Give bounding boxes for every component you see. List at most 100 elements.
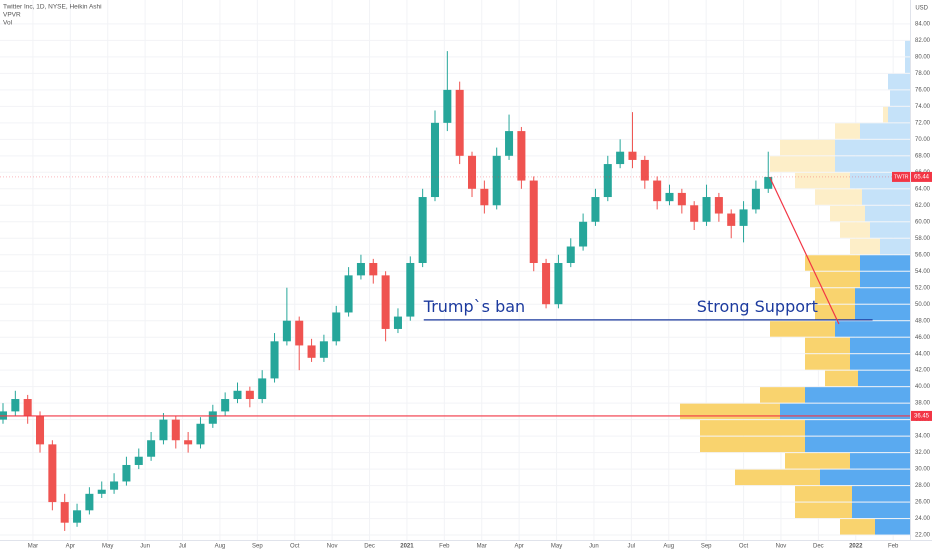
candle-body — [739, 209, 748, 226]
volume-profile — [680, 40, 910, 535]
candle-body — [60, 502, 69, 523]
profile-down-bar — [815, 189, 862, 205]
profile-down-bar — [795, 486, 852, 502]
candle-body — [566, 246, 575, 263]
profile-up-bar — [820, 469, 910, 486]
profile-up-bar — [805, 420, 910, 436]
candle-body — [517, 131, 526, 181]
x-tick-label: Mar — [477, 544, 487, 550]
profile-down-bar — [883, 106, 888, 123]
x-tick-label: May — [102, 544, 113, 550]
candle-body — [134, 456, 143, 465]
candle-body — [480, 188, 489, 206]
candle-body — [690, 205, 699, 222]
candle-body — [430, 122, 440, 198]
profile-up-bar — [805, 436, 910, 453]
profile-up-bar — [855, 304, 910, 321]
y-tick-label: 30.00 — [915, 467, 931, 473]
profile-down-bar — [825, 370, 858, 387]
profile-down-bar — [815, 304, 855, 321]
candle-body — [455, 89, 464, 156]
x-tick-label: Aug — [215, 544, 226, 550]
y-tick-label: 78.00 — [915, 71, 931, 77]
candle-body — [332, 312, 341, 342]
level-label: 36.45 — [914, 414, 930, 420]
y-tick-label: 60.00 — [915, 219, 931, 225]
y-tick-label: 46.00 — [915, 335, 931, 341]
profile-up-bar — [835, 321, 910, 337]
y-tick-label: 76.00 — [915, 87, 931, 93]
profile-up-bar — [865, 205, 910, 222]
candle-body — [97, 489, 106, 494]
symbol-label: TWTR — [894, 174, 909, 180]
annotation: Strong Support — [697, 297, 818, 316]
candle-body — [714, 197, 723, 214]
x-tick-label: Sep — [252, 544, 263, 550]
y-tick-label: 24.00 — [915, 516, 931, 522]
profile-down-bar — [805, 337, 850, 354]
candle-body — [159, 419, 168, 441]
chart-title: Twitter Inc, 1D, NYSE, Heikin Ashi — [3, 4, 102, 11]
y-tick-label: 32.00 — [915, 450, 931, 456]
profile-up-bar — [888, 106, 910, 123]
x-tick-label: Oct — [290, 544, 300, 550]
candle-body — [73, 510, 82, 523]
profile-down-bar — [805, 255, 860, 271]
candle-body — [542, 262, 551, 305]
profile-down-bar — [700, 436, 805, 453]
candle-body — [258, 378, 267, 400]
candle-body — [640, 159, 649, 181]
profile-down-bar — [815, 288, 855, 304]
candle-body — [529, 180, 538, 263]
candle-body — [393, 316, 402, 329]
x-tick-label: Nov — [776, 544, 787, 550]
candle-body — [356, 262, 365, 276]
y-tick-label: 58.00 — [915, 236, 931, 242]
candle-body — [505, 131, 514, 156]
profile-down-bar — [830, 205, 865, 222]
profile-down-bar — [770, 321, 835, 337]
profile-up-bar — [860, 255, 910, 271]
y-tick-label: 34.00 — [915, 434, 931, 440]
profile-up-bar — [875, 519, 910, 535]
profile-down-bar — [770, 156, 835, 172]
candle-body — [616, 151, 625, 165]
y-tick-label: 68.00 — [915, 153, 931, 159]
profile-down-bar — [700, 420, 805, 436]
candle-body — [579, 221, 588, 247]
candle-body — [653, 180, 662, 202]
profile-up-bar — [855, 288, 910, 304]
candle-body — [208, 411, 217, 424]
y-tick-label: 22.00 — [915, 533, 931, 539]
profile-down-bar — [805, 354, 850, 370]
profile-down-bar — [785, 453, 850, 469]
profile-up-bar — [852, 486, 910, 502]
profile-up-bar — [805, 387, 910, 403]
x-tick-label: Apr — [66, 544, 75, 550]
x-tick-label: Sep — [701, 544, 712, 550]
x-tick-label: May — [551, 544, 562, 550]
symbol-badge — [892, 171, 910, 182]
profile-up-bar — [850, 453, 910, 469]
candle-body — [702, 197, 711, 222]
profile-up-bar — [835, 139, 910, 156]
y-tick-label: 72.00 — [915, 120, 931, 126]
profile-up-bar — [905, 40, 910, 57]
y-tick-label: 54.00 — [915, 269, 931, 275]
candle-body — [751, 188, 760, 210]
x-tick-label: 2021 — [400, 544, 414, 550]
grid — [0, 0, 910, 540]
candle-body — [23, 399, 32, 416]
candle-body — [282, 320, 291, 342]
y-tick-label: 50.00 — [915, 302, 931, 308]
profile-down-bar — [680, 403, 780, 420]
profile-down-bar — [810, 271, 860, 288]
candle-body — [48, 444, 57, 503]
annotation: Trump`s ban — [423, 297, 525, 316]
candle-body — [11, 399, 20, 412]
candle-body — [221, 399, 230, 412]
profile-down-bar — [780, 139, 835, 156]
x-tick-label: Apr — [514, 544, 523, 550]
profile-down-bar — [795, 172, 850, 189]
